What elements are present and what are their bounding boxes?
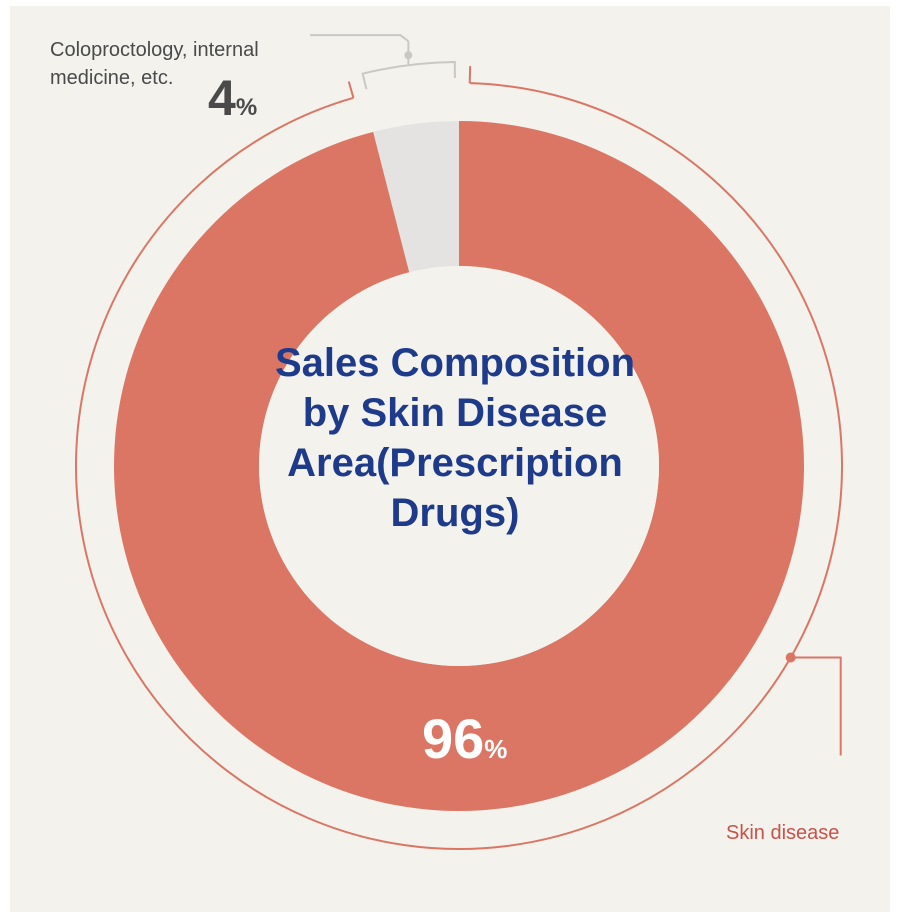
other-leader-line xyxy=(310,34,409,42)
data-label-skin-disease-unit: % xyxy=(484,734,508,764)
other-leader-dot xyxy=(404,51,413,60)
skin-disease-bracket-ring xyxy=(75,82,843,850)
donut-center xyxy=(259,266,659,666)
slice-label-other: Coloproctology, internal medicine, etc. xyxy=(50,39,259,89)
bracket-tick-end xyxy=(347,81,355,99)
data-label-other-unit: % xyxy=(235,94,258,121)
donut-chart xyxy=(10,6,890,912)
data-label-skin-disease-number: 96 xyxy=(422,707,485,770)
data-label-other: 4% xyxy=(208,68,257,138)
data-label-other-number: 4 xyxy=(208,70,236,126)
skin-disease-leader-line xyxy=(790,656,842,756)
chart-title: Sales Composition by Skin Disease Area(P… xyxy=(274,341,636,535)
chart-frame: Sales Composition by Skin Disease Area(P… xyxy=(10,6,890,912)
slice-skin-disease xyxy=(114,121,804,811)
slice-label-skin-disease: Skin disease xyxy=(726,822,840,844)
slice-coloproctology-internal-medicine-etc xyxy=(373,121,459,273)
other-bracket xyxy=(361,61,456,90)
data-label-skin-disease: 96% xyxy=(422,704,507,784)
